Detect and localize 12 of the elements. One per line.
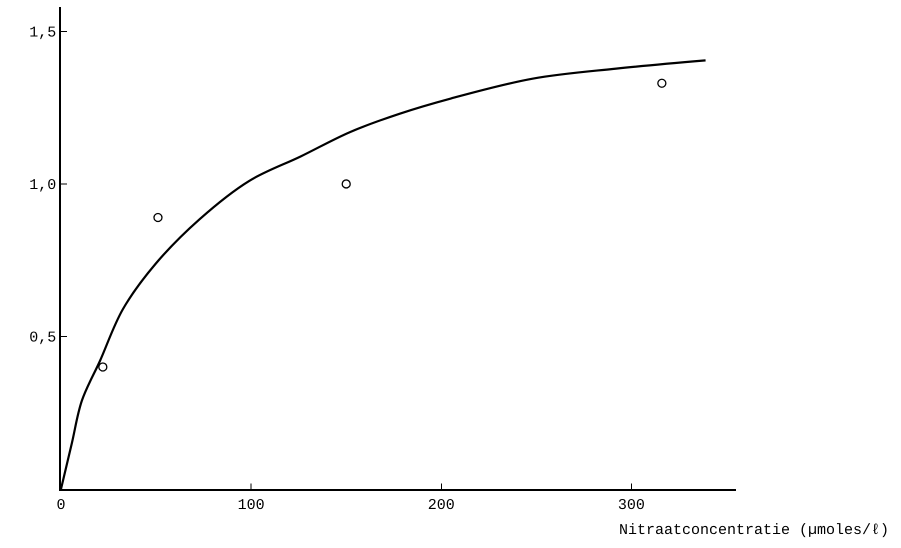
x-axis-title: Nitraatconcentratie (µmoles/ℓ) — [619, 522, 890, 539]
point — [153, 212, 163, 222]
point — [657, 78, 666, 88]
point — [342, 179, 351, 189]
x-tick-label: 0 — [56, 496, 66, 514]
y-tick-label: 1,0 — [29, 177, 56, 194]
y-tick-label: 0,5 — [29, 330, 56, 347]
x-tick-label: 100 — [238, 496, 265, 514]
y-tick-label: 1,5 — [29, 24, 56, 42]
x-tick-label: 300 — [618, 496, 645, 514]
x-tick-label: 200 — [428, 496, 455, 514]
point — [98, 362, 108, 372]
